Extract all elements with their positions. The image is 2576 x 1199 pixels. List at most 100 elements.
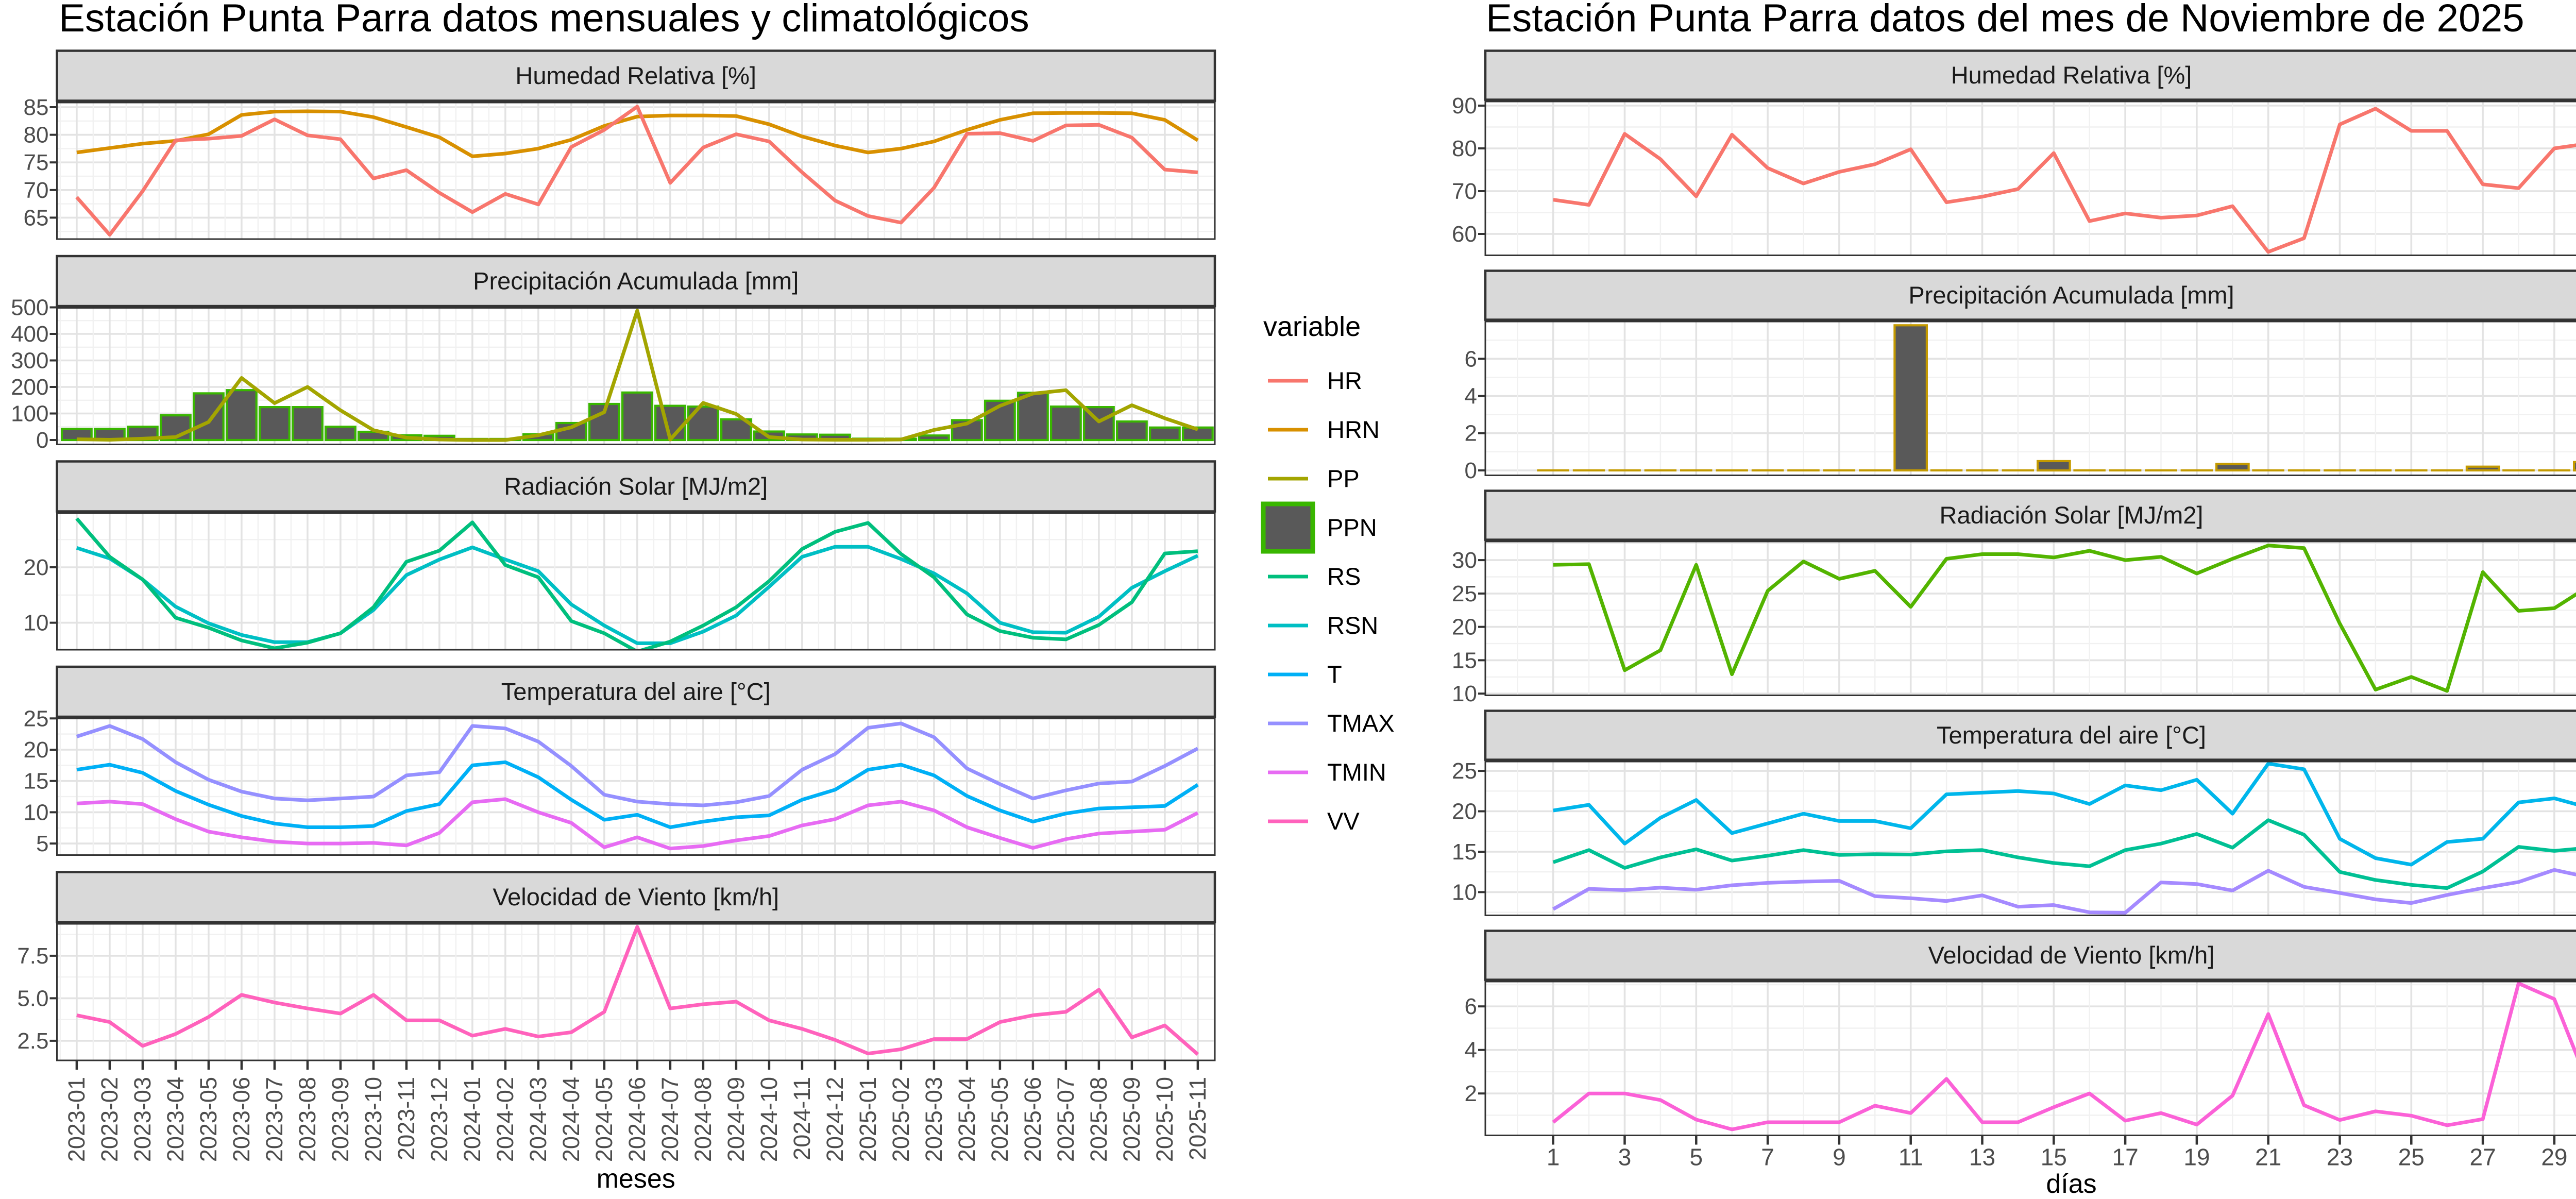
svg-text:Velocidad de Viento [km/h]: Velocidad de Viento [km/h] bbox=[1928, 941, 2215, 969]
svg-text:1: 1 bbox=[1547, 1144, 1560, 1171]
svg-text:2025-06: 2025-06 bbox=[1020, 1077, 1046, 1162]
svg-text:Precipitación Acumulada [mm]: Precipitación Acumulada [mm] bbox=[473, 267, 799, 295]
svg-text:Estación Punta Parra datos men: Estación Punta Parra datos mensuales y c… bbox=[59, 0, 1029, 40]
svg-text:9: 9 bbox=[1833, 1144, 1846, 1171]
svg-text:15: 15 bbox=[1452, 648, 1477, 673]
svg-text:variable: variable bbox=[1263, 311, 1361, 342]
svg-text:HRN: HRN bbox=[1327, 416, 1380, 443]
svg-text:2025-04: 2025-04 bbox=[954, 1077, 980, 1162]
svg-text:10: 10 bbox=[1452, 681, 1477, 706]
svg-text:25: 25 bbox=[2398, 1144, 2425, 1171]
svg-text:15: 15 bbox=[2041, 1144, 2067, 1171]
svg-text:70: 70 bbox=[24, 178, 49, 203]
svg-text:2025-08: 2025-08 bbox=[1086, 1077, 1112, 1162]
svg-text:25: 25 bbox=[24, 706, 49, 731]
svg-text:13: 13 bbox=[1969, 1144, 1995, 1171]
svg-text:2: 2 bbox=[1465, 421, 1477, 446]
svg-text:Radiación Solar [MJ/m2]: Radiación Solar [MJ/m2] bbox=[1940, 501, 2204, 529]
svg-text:20: 20 bbox=[1452, 799, 1477, 824]
svg-text:2024-08: 2024-08 bbox=[690, 1077, 716, 1162]
svg-text:2024-02: 2024-02 bbox=[492, 1077, 518, 1162]
svg-text:2023-05: 2023-05 bbox=[195, 1077, 222, 1162]
svg-text:2024-07: 2024-07 bbox=[657, 1077, 683, 1162]
svg-text:10: 10 bbox=[24, 611, 49, 636]
svg-text:2024-03: 2024-03 bbox=[525, 1077, 551, 1162]
svg-text:2: 2 bbox=[1465, 1081, 1477, 1106]
svg-text:20: 20 bbox=[24, 737, 49, 763]
svg-text:90: 90 bbox=[1452, 93, 1477, 119]
svg-text:5: 5 bbox=[36, 831, 48, 856]
svg-text:75: 75 bbox=[24, 150, 49, 175]
svg-text:Precipitación Acumulada [mm]: Precipitación Acumulada [mm] bbox=[1908, 281, 2234, 309]
svg-text:PP: PP bbox=[1327, 465, 1360, 492]
svg-text:4: 4 bbox=[1465, 1038, 1477, 1063]
svg-text:2023-03: 2023-03 bbox=[129, 1077, 156, 1162]
svg-text:2025-02: 2025-02 bbox=[888, 1077, 914, 1162]
svg-text:Humedad Relativa [%]: Humedad Relativa [%] bbox=[1951, 61, 2192, 89]
svg-text:2024-01: 2024-01 bbox=[459, 1077, 485, 1162]
svg-text:7: 7 bbox=[1761, 1144, 1774, 1171]
svg-text:15: 15 bbox=[1452, 839, 1477, 865]
svg-text:200: 200 bbox=[11, 375, 48, 400]
svg-text:20: 20 bbox=[24, 555, 49, 580]
svg-text:Temperatura del aire [°C]: Temperatura del aire [°C] bbox=[1937, 721, 2206, 749]
svg-text:80: 80 bbox=[24, 123, 49, 148]
svg-text:6: 6 bbox=[1465, 346, 1477, 371]
svg-text:2024-11: 2024-11 bbox=[789, 1077, 815, 1160]
svg-text:65: 65 bbox=[24, 205, 49, 230]
svg-text:2023-04: 2023-04 bbox=[162, 1077, 189, 1162]
svg-text:3: 3 bbox=[1618, 1144, 1632, 1171]
svg-text:2023-10: 2023-10 bbox=[360, 1077, 386, 1162]
svg-text:10: 10 bbox=[1452, 880, 1477, 905]
svg-text:2023-09: 2023-09 bbox=[327, 1077, 353, 1162]
svg-text:100: 100 bbox=[11, 401, 48, 427]
svg-text:Humedad Relativa [%]: Humedad Relativa [%] bbox=[515, 62, 756, 89]
svg-text:2023-12: 2023-12 bbox=[426, 1077, 452, 1162]
svg-text:20: 20 bbox=[1452, 615, 1477, 640]
svg-text:2025-03: 2025-03 bbox=[921, 1077, 947, 1162]
svg-text:70: 70 bbox=[1452, 179, 1477, 204]
svg-text:Velocidad de Viento [km/h]: Velocidad de Viento [km/h] bbox=[493, 883, 779, 910]
svg-text:5: 5 bbox=[1690, 1144, 1703, 1171]
svg-text:2024-05: 2024-05 bbox=[591, 1077, 617, 1162]
svg-text:días: días bbox=[2046, 1169, 2096, 1199]
svg-text:RS: RS bbox=[1327, 563, 1361, 590]
svg-text:0: 0 bbox=[1465, 458, 1477, 483]
svg-text:2025-09: 2025-09 bbox=[1118, 1077, 1145, 1162]
svg-text:300: 300 bbox=[11, 348, 48, 374]
svg-text:2023-06: 2023-06 bbox=[228, 1077, 255, 1162]
svg-text:Temperatura del aire [°C]: Temperatura del aire [°C] bbox=[501, 678, 771, 705]
svg-text:15: 15 bbox=[24, 769, 49, 794]
svg-text:2023-08: 2023-08 bbox=[294, 1077, 320, 1162]
svg-text:2.5: 2.5 bbox=[17, 1028, 48, 1054]
svg-text:5.0: 5.0 bbox=[17, 986, 48, 1011]
svg-text:2025-11: 2025-11 bbox=[1184, 1077, 1211, 1160]
svg-text:2025-01: 2025-01 bbox=[855, 1077, 881, 1162]
svg-text:29: 29 bbox=[2541, 1144, 2567, 1171]
svg-text:10: 10 bbox=[24, 800, 49, 825]
svg-text:2025-05: 2025-05 bbox=[987, 1077, 1013, 1162]
svg-text:4: 4 bbox=[1465, 384, 1477, 409]
svg-text:T: T bbox=[1327, 661, 1342, 688]
svg-text:85: 85 bbox=[24, 95, 49, 120]
svg-text:19: 19 bbox=[2183, 1144, 2210, 1171]
svg-text:27: 27 bbox=[2470, 1144, 2496, 1171]
svg-text:RSN: RSN bbox=[1327, 612, 1378, 639]
svg-text:60: 60 bbox=[1452, 222, 1477, 247]
svg-text:2023-11: 2023-11 bbox=[393, 1077, 419, 1160]
svg-text:23: 23 bbox=[2327, 1144, 2353, 1171]
svg-text:VV: VV bbox=[1327, 807, 1360, 835]
svg-text:2024-12: 2024-12 bbox=[822, 1077, 848, 1162]
svg-text:25: 25 bbox=[1452, 581, 1477, 606]
svg-text:7.5: 7.5 bbox=[17, 943, 48, 969]
svg-text:11: 11 bbox=[1899, 1144, 1923, 1171]
svg-text:400: 400 bbox=[11, 322, 48, 347]
svg-text:25: 25 bbox=[1452, 758, 1477, 784]
svg-text:500: 500 bbox=[11, 295, 48, 320]
svg-text:0: 0 bbox=[36, 428, 48, 453]
svg-text:30: 30 bbox=[1452, 548, 1477, 573]
svg-text:meses: meses bbox=[597, 1164, 675, 1194]
svg-text:Estación Punta Parra datos del: Estación Punta Parra datos del mes de No… bbox=[1486, 0, 2524, 40]
svg-text:2024-06: 2024-06 bbox=[624, 1077, 650, 1162]
svg-text:2023-02: 2023-02 bbox=[96, 1077, 123, 1162]
